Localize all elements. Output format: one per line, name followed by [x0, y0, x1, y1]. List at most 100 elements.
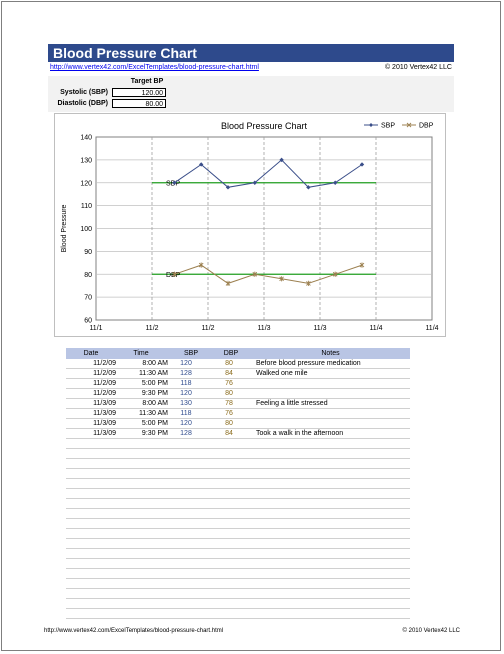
cell-time[interactable]: 9:30 PM: [141, 430, 168, 437]
y-tick-label: 90: [84, 249, 92, 256]
sbp-point[interactable]: [225, 185, 231, 190]
table-row: [66, 469, 410, 479]
cell-notes[interactable]: Feeling a little stressed: [256, 400, 328, 407]
table-row: [66, 589, 410, 599]
table-row: 11/3/09 9:30 PM 128 84 Took a walk in the af…: [66, 429, 410, 439]
table-row: [66, 609, 410, 619]
table-row: 11/2/09 9:30 PM 120 80: [66, 389, 410, 399]
table-row: 11/2/09 8:00 AM 120 80 Before blood pressure…: [66, 359, 410, 369]
x-tick-label: 11/1: [89, 325, 102, 332]
dbp-point[interactable]: [359, 262, 365, 268]
y-tick-label: 80: [84, 272, 92, 279]
cell-time[interactable]: 11:30 AM: [138, 410, 168, 417]
chart-title: Blood Pressure Chart: [221, 121, 308, 131]
table-row: [66, 479, 410, 489]
cell-dbp[interactable]: 80: [225, 420, 233, 427]
sbp-point[interactable]: [199, 162, 204, 167]
sbp-point[interactable]: [306, 185, 311, 190]
copyright: © 2010 Vertex42 LLC: [384, 64, 452, 71]
cell-dbp[interactable]: 76: [225, 380, 233, 387]
legend-label: DBP: [419, 123, 434, 130]
cell-date[interactable]: 11/3/09: [93, 420, 116, 427]
cell-dbp[interactable]: 78: [225, 400, 233, 407]
cell-date[interactable]: 11/2/09: [93, 370, 116, 377]
col-sbp: SBP: [183, 350, 198, 357]
dbp-point[interactable]: [279, 276, 284, 282]
table-row: [66, 509, 410, 519]
systolic-label: Systolic (SBP): [60, 89, 108, 96]
x-tick-label: 11/3: [257, 325, 270, 332]
cell-sbp[interactable]: 118: [180, 410, 192, 417]
dbp-point[interactable]: [198, 262, 204, 268]
table-row: [66, 439, 410, 449]
cell-date[interactable]: 11/3/09: [93, 430, 116, 437]
cell-dbp[interactable]: 80: [225, 390, 233, 397]
cell-dbp[interactable]: 80: [225, 360, 233, 367]
cell-date[interactable]: 11/2/09: [93, 380, 116, 387]
table-header: Date Time SBP DBP Notes: [66, 348, 410, 359]
sbp-point[interactable]: [252, 180, 257, 185]
cell-dbp[interactable]: 84: [225, 430, 233, 437]
x-tick-label: 11/2: [145, 325, 158, 332]
url-row: http://www.vertex42.com/ExcelTemplates/b…: [48, 63, 454, 75]
legend-label: SBP: [381, 123, 395, 130]
x-tick-label: 11/3: [313, 325, 326, 332]
col-dbp: DBP: [223, 350, 239, 357]
cell-time[interactable]: 11:30 AM: [138, 370, 168, 377]
cell-time[interactable]: 5:00 PM: [141, 380, 168, 387]
y-tick-label: 110: [81, 203, 92, 210]
cell-date[interactable]: 11/3/09: [93, 400, 116, 407]
table-row: 11/3/09 8:00 AM 130 78 Feeling a little stre…: [66, 399, 410, 409]
diastolic-input[interactable]: 80.00: [112, 99, 166, 108]
table-row: [66, 529, 410, 539]
table-row: [66, 499, 410, 509]
y-tick-label: 130: [80, 157, 92, 164]
series-line-dbp: [174, 264, 363, 284]
systolic-input[interactable]: 120.00: [112, 88, 166, 97]
footer-copyright: © 2010 Vertex42 LLC: [402, 628, 460, 634]
footer-url[interactable]: http://www.vertex42.com/ExcelTemplates/b…: [44, 628, 224, 634]
table-row: [66, 519, 410, 529]
cell-notes[interactable]: Before blood pressure medication: [256, 360, 361, 367]
cell-time[interactable]: 9:30 PM: [141, 390, 168, 397]
dbp-point[interactable]: [306, 280, 311, 286]
cell-notes[interactable]: Walked one mile: [256, 370, 308, 377]
cell-sbp[interactable]: 120: [180, 420, 192, 427]
cell-sbp[interactable]: 118: [180, 380, 192, 387]
cell-notes[interactable]: Took a walk in the afternoon: [256, 430, 344, 437]
cell-time[interactable]: 5:00 PM: [141, 420, 168, 427]
systolic-row: Systolic (SBP) 120.00: [48, 88, 178, 98]
chart-area[interactable]: 60 70 80 90 100 110 120 130 140 11/1 11/2 11/2 11/3 1…: [54, 113, 446, 337]
x-tick-label: 11/2: [201, 325, 214, 332]
y-tick-label: 100: [80, 226, 92, 233]
table-row: [66, 599, 410, 609]
cell-dbp[interactable]: 76: [225, 410, 233, 417]
dbp-point[interactable]: [332, 271, 338, 277]
cell-sbp[interactable]: 128: [180, 370, 192, 377]
cell-sbp[interactable]: 130: [180, 400, 192, 407]
cell-dbp[interactable]: 84: [225, 370, 233, 377]
y-tick-label: 140: [80, 135, 92, 142]
diastolic-label: Diastolic (DBP): [57, 100, 108, 107]
cell-date[interactable]: 11/2/09: [93, 360, 116, 367]
y-tick-label: 120: [80, 180, 92, 187]
sbp-point[interactable]: [359, 162, 365, 167]
col-notes: Notes: [321, 350, 340, 357]
cell-sbp[interactable]: 120: [180, 360, 192, 367]
dbp-point[interactable]: [172, 271, 177, 277]
cell-sbp[interactable]: 128: [180, 430, 192, 437]
cell-date[interactable]: 11/2/09: [93, 390, 116, 397]
cell-time[interactable]: 8:00 AM: [142, 400, 168, 407]
source-link[interactable]: http://www.vertex42.com/ExcelTemplates/b…: [50, 64, 259, 71]
cell-time[interactable]: 8:00 AM: [142, 360, 168, 367]
col-time: Time: [133, 350, 149, 357]
dbp-point[interactable]: [252, 271, 258, 277]
col-date: Date: [83, 350, 99, 357]
dbp-point[interactable]: [225, 280, 231, 286]
legend-marker-dbp: [406, 122, 412, 128]
cell-sbp[interactable]: 120: [180, 390, 192, 397]
legend-marker-sbp: [369, 123, 373, 127]
cell-date[interactable]: 11/3/09: [93, 410, 116, 417]
table-row: [66, 459, 410, 469]
